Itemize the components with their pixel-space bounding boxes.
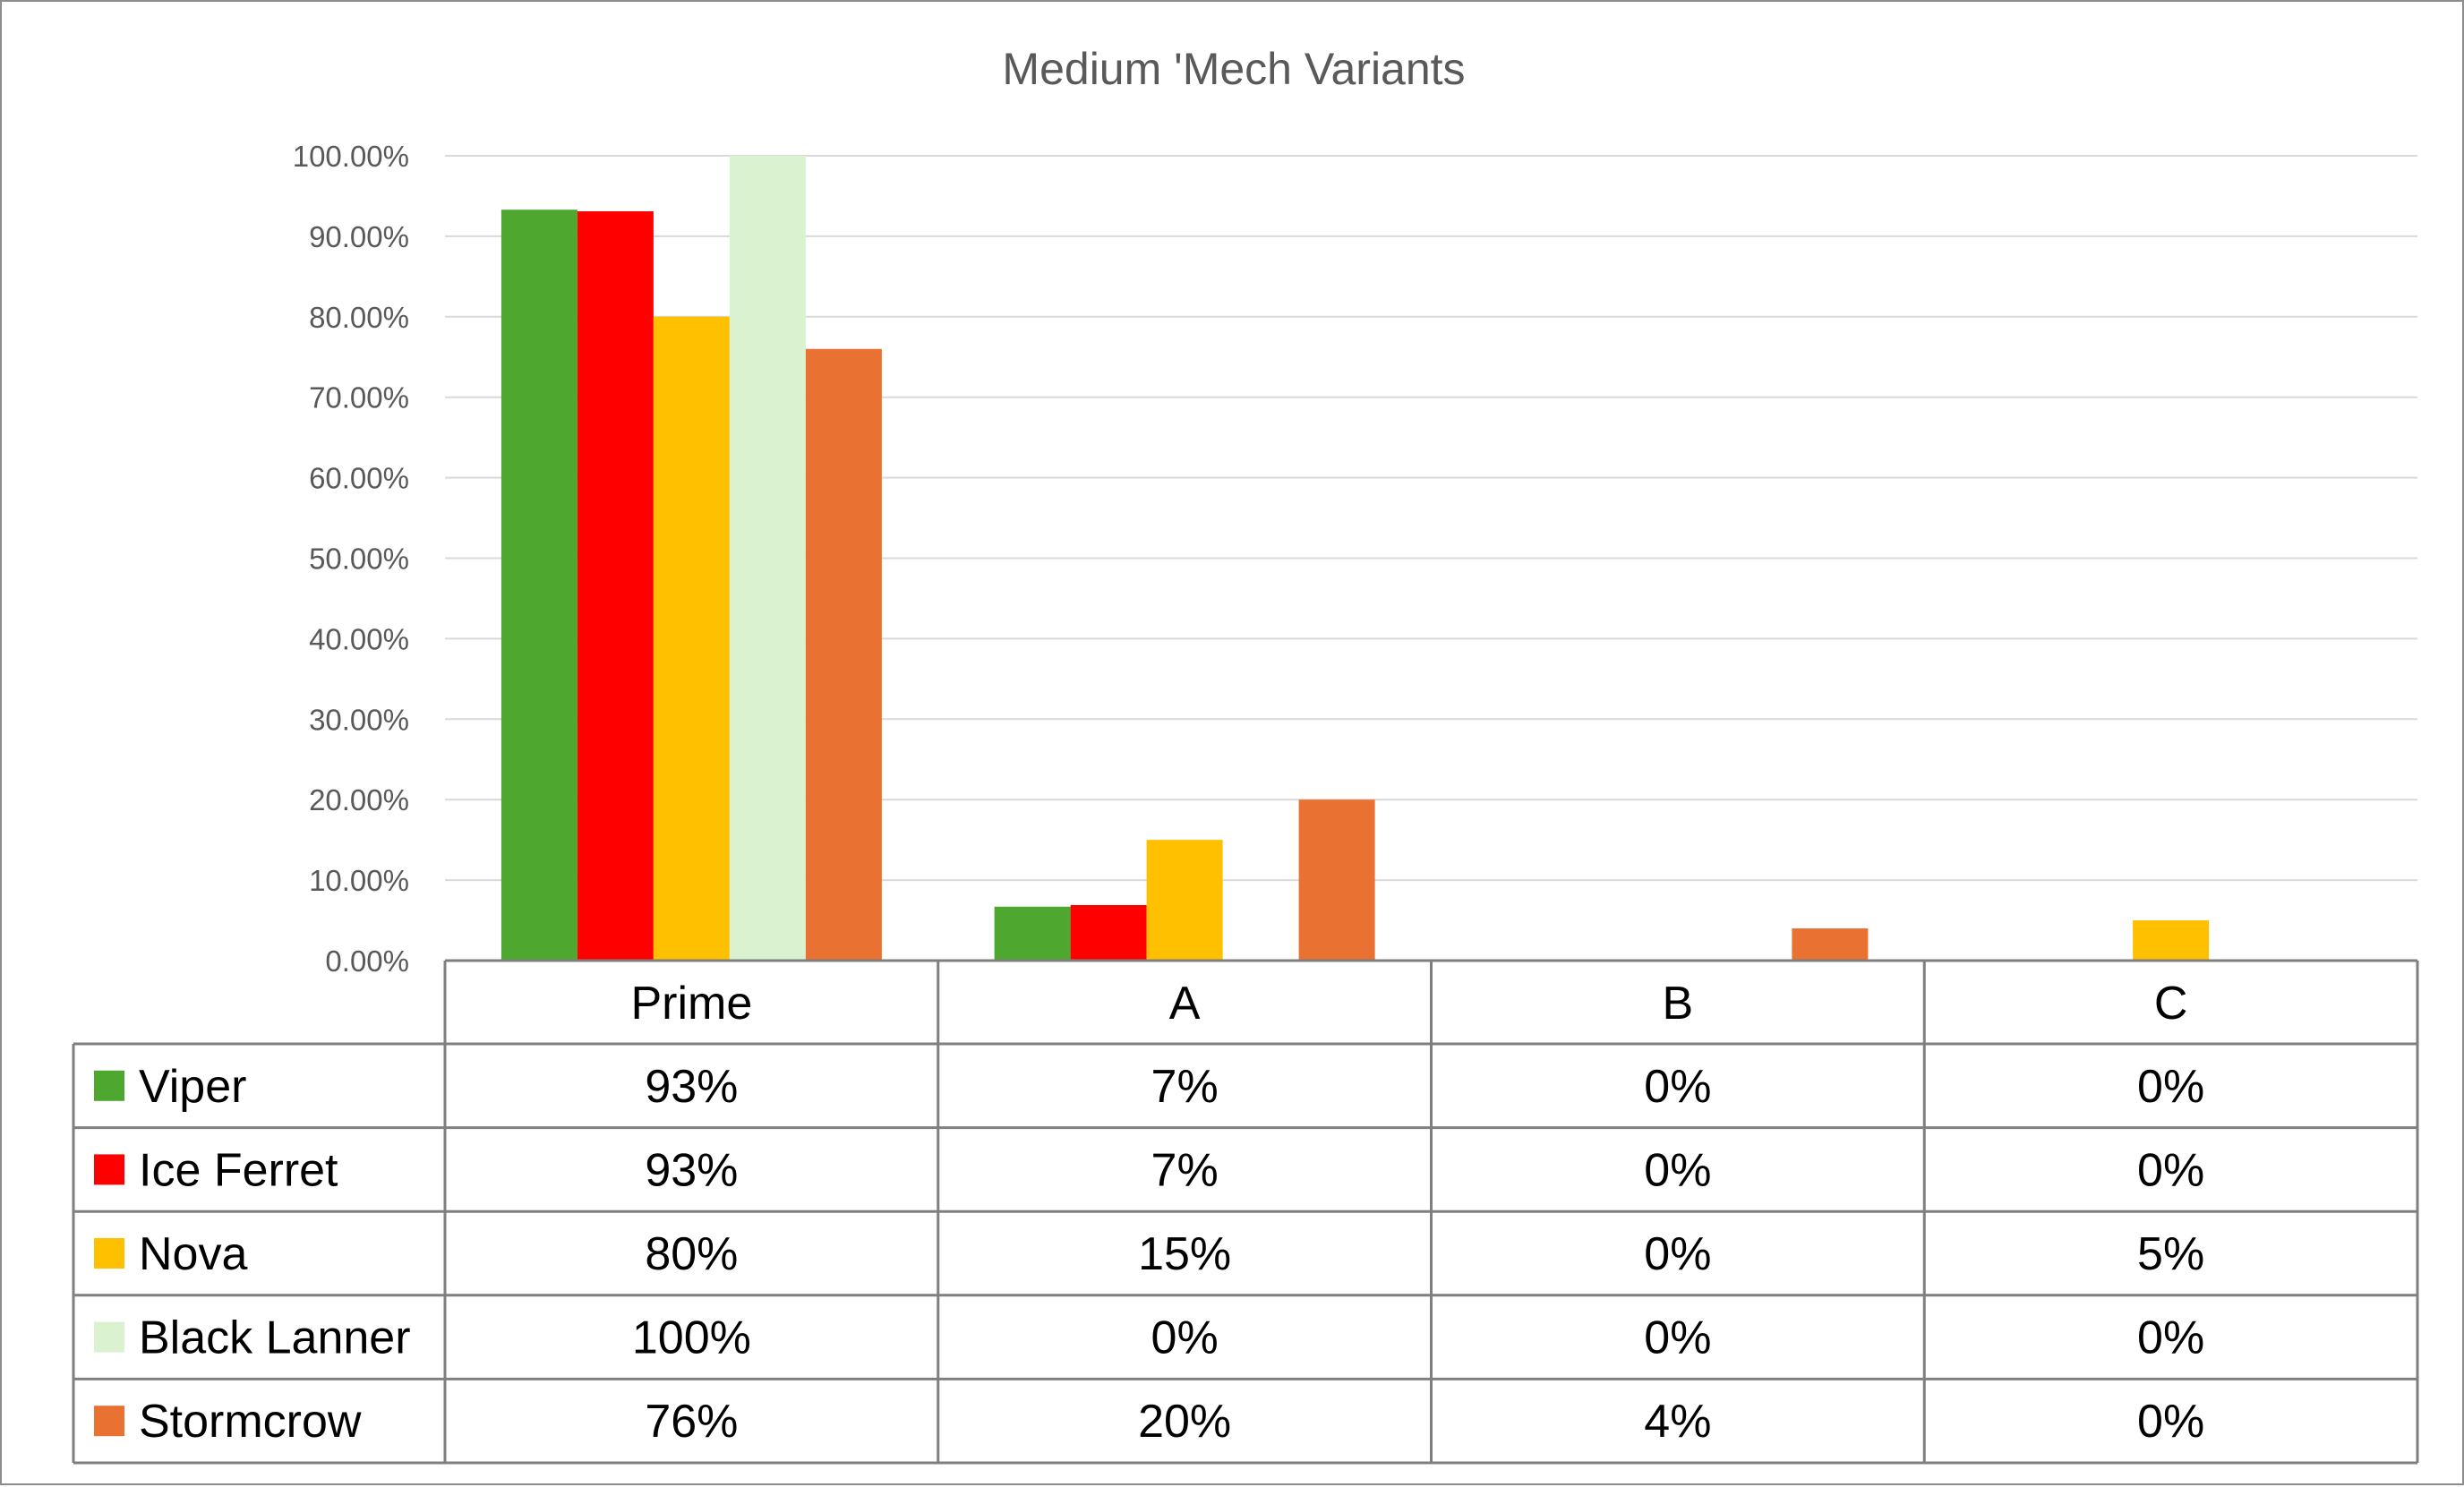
- bar-stormcrow-prime: [805, 348, 882, 961]
- data-label: 20%: [1138, 1396, 1231, 1448]
- x-category-label: C: [2154, 978, 2188, 1030]
- y-tick-label: 10.00%: [309, 864, 409, 897]
- y-tick-label: 30.00%: [309, 703, 409, 736]
- y-tick-label: 60.00%: [309, 462, 409, 495]
- data-label: 0%: [2137, 1144, 2204, 1196]
- data-label: 80%: [645, 1228, 738, 1280]
- bars: [500, 156, 2210, 961]
- bar-stormcrow-b: [1792, 928, 1869, 961]
- chart-title: Medium 'Mech Variants: [1002, 44, 1465, 94]
- legend-label: Viper: [139, 1061, 246, 1113]
- data-table: Prime A B C Viper 93% 7% 0% 0% Ice Ferret 93% 7% 0% 0…: [72, 959, 2419, 1465]
- x-category-label: B: [1663, 978, 1694, 1030]
- bar-stormcrow-a: [1298, 799, 1375, 961]
- data-label: 0%: [1644, 1144, 1711, 1196]
- bar-viper-a: [994, 906, 1071, 961]
- bar-nova-prime: [653, 316, 730, 961]
- data-label: 0%: [2137, 1061, 2204, 1113]
- data-label: 0%: [1644, 1061, 1711, 1113]
- y-tick-label: 50.00%: [309, 543, 409, 576]
- data-label: 0%: [1151, 1312, 1219, 1364]
- bar-ice-ferret-a: [1070, 904, 1147, 961]
- y-tick-label: 100.00%: [293, 140, 409, 173]
- data-label: 15%: [1138, 1228, 1231, 1280]
- data-label: 100%: [632, 1312, 751, 1364]
- y-tick-label: 90.00%: [309, 220, 409, 253]
- legend-key: [94, 1321, 124, 1353]
- legend-key: [94, 1154, 124, 1185]
- y-tick-label: 0.00%: [325, 944, 409, 978]
- y-tick-label: 70.00%: [309, 381, 409, 414]
- y-tick-label: 80.00%: [309, 301, 409, 334]
- data-label: 7%: [1151, 1144, 1219, 1196]
- bar-viper-prime: [500, 209, 578, 961]
- legend-label: Ice Ferret: [139, 1144, 338, 1196]
- legend-label: Black Lanner: [139, 1312, 411, 1364]
- y-tick-label: 20.00%: [309, 783, 409, 816]
- bar-nova-c: [2133, 920, 2210, 961]
- data-label: 0%: [2137, 1312, 2204, 1364]
- bar-black-lanner-prime: [729, 156, 806, 961]
- legend-key: [94, 1070, 124, 1101]
- legend-key: [94, 1406, 124, 1437]
- x-category-label: A: [1169, 978, 1201, 1030]
- data-label: 93%: [645, 1144, 738, 1196]
- legend-key: [94, 1238, 124, 1269]
- bar-nova-a: [1146, 840, 1223, 961]
- y-tick-label: 40.00%: [309, 622, 409, 655]
- data-label: 5%: [2137, 1228, 2204, 1280]
- data-label: 93%: [645, 1061, 738, 1113]
- y-axis-ticks: 0.00% 10.00% 20.00% 30.00% 40.00% 50.00% 60.00…: [293, 140, 409, 978]
- data-label: 4%: [1644, 1396, 1711, 1448]
- legend-label: Stormcrow: [139, 1396, 362, 1448]
- data-label: 0%: [2137, 1396, 2204, 1448]
- bar-ice-ferret-prime: [577, 211, 654, 961]
- legend-label: Nova: [139, 1228, 247, 1280]
- data-label: 76%: [645, 1396, 738, 1448]
- data-label: 0%: [1644, 1312, 1711, 1364]
- x-category-label: Prime: [630, 978, 752, 1030]
- data-label: 7%: [1151, 1061, 1219, 1113]
- data-label: 0%: [1644, 1228, 1711, 1280]
